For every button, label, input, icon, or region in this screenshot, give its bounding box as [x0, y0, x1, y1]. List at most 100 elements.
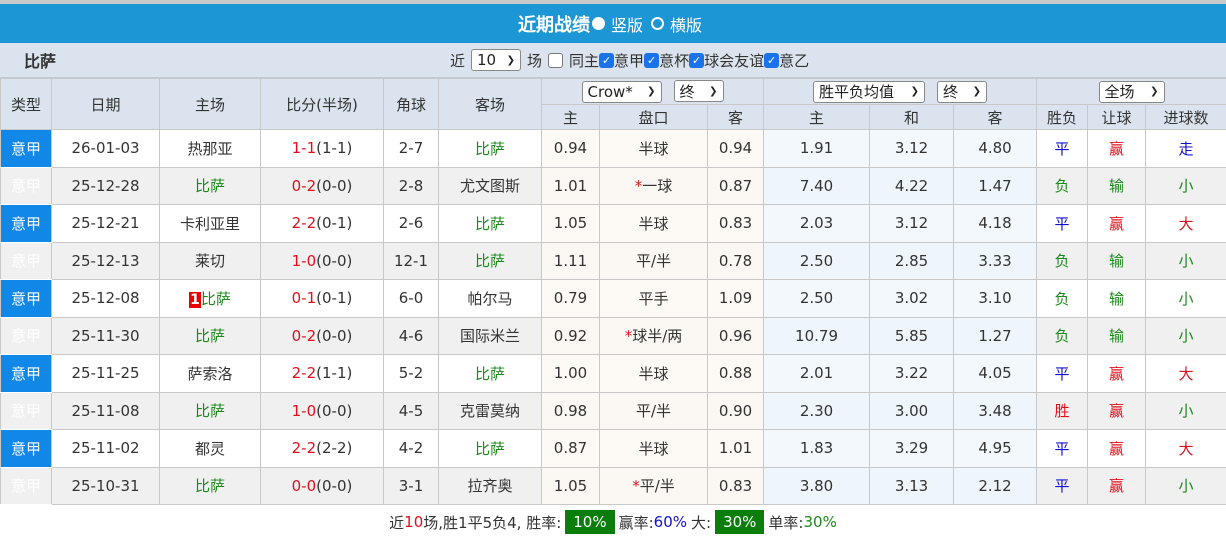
euro-kind-select[interactable]: 胜平负均值❯ [813, 81, 925, 103]
euro-stage-select[interactable]: 终❯ [937, 81, 987, 103]
half-time-score: (0-0) [316, 327, 352, 345]
match-type[interactable]: 意甲 [1, 355, 52, 393]
match-type[interactable]: 意甲 [1, 430, 52, 468]
match-type[interactable]: 意甲 [1, 130, 52, 168]
cell-text: 赢 [1109, 215, 1124, 233]
team-name: 比萨 [24, 48, 56, 72]
full-time-score: 0-2 [292, 177, 317, 195]
asian-away-odds: 0.83 [708, 205, 764, 243]
checkbox-label: 意杯 [659, 50, 689, 71]
asian-away-odds: 0.88 [708, 355, 764, 393]
euro-home-odds: 2.01 [764, 355, 870, 393]
cell-text: 2.03 [800, 214, 833, 232]
cell-text: 半球 [638, 140, 668, 158]
away-team: 国际米兰 [439, 317, 542, 355]
cell-text: 0.83 [719, 214, 752, 232]
cell-text: 1.11 [554, 252, 587, 270]
radio-horizontal[interactable] [651, 17, 664, 30]
half-time-score: (2-2) [316, 439, 352, 457]
checkbox-friendly[interactable]: ✓ [689, 53, 704, 68]
checkbox-coppa[interactable]: ✓ [644, 53, 659, 68]
cell-text: 0.87 [719, 177, 752, 195]
cell-text: 0.98 [554, 402, 587, 420]
asian-home-odds: 1.11 [542, 242, 600, 280]
chevron-down-icon: ❯ [709, 86, 717, 97]
away-team-name: 比萨 [475, 252, 505, 270]
result-header: 全场❯ [1037, 79, 1226, 105]
result-wdl: 负 [1037, 167, 1088, 205]
cell-text: 平 [1055, 440, 1070, 458]
home-team: 比萨 [160, 167, 261, 205]
match-date: 25-11-08 [52, 392, 160, 430]
score: 1-0(0-0) [261, 242, 384, 280]
cell-text: 半球 [638, 365, 668, 383]
score: 2-2(1-1) [261, 355, 384, 393]
summary-text: 场,胜1平5负4, 胜率: [423, 512, 561, 533]
subcol-header: 让球 [1088, 105, 1146, 130]
result-handicap: 输 [1088, 167, 1146, 205]
result-wdl: 负 [1037, 317, 1088, 355]
cell-text: 平 [1055, 140, 1070, 158]
score: 1-0(0-0) [261, 392, 384, 430]
cell-text: 3.12 [895, 139, 928, 157]
cell-text: 3.80 [800, 477, 833, 495]
checkbox-same-home[interactable] [548, 53, 563, 68]
asian-away-odds: 0.87 [708, 167, 764, 205]
cell-text: 0.88 [719, 364, 752, 382]
match-type[interactable]: 意甲 [1, 167, 52, 205]
euro-draw-odds: 3.02 [870, 280, 954, 318]
euro-home-odds: 1.83 [764, 430, 870, 468]
cell-text: 0.94 [719, 139, 752, 157]
match-type[interactable]: 意甲 [1, 467, 52, 505]
match-type[interactable]: 意甲 [1, 205, 52, 243]
match-date: 25-10-31 [52, 467, 160, 505]
asian-company-select[interactable]: Crow*❯ [582, 81, 662, 103]
cell-text: 半球 [638, 215, 668, 233]
checkbox-serie-a[interactable]: ✓ [599, 53, 614, 68]
cell-text: 25-10-31 [71, 477, 139, 495]
summary-text: 单率: [768, 512, 803, 533]
option-vertical-label[interactable]: 竖版 [611, 12, 643, 36]
euro-away-odds: 1.47 [954, 167, 1037, 205]
asian-away-odds: 0.83 [708, 467, 764, 505]
radio-vertical[interactable] [592, 17, 605, 30]
cell-text: 平 [1055, 215, 1070, 233]
match-type[interactable]: 意甲 [1, 317, 52, 355]
title-bar: 近期战绩 竖版 横版 [0, 4, 1226, 43]
away-team: 比萨 [439, 242, 542, 280]
away-team: 克雷莫纳 [439, 392, 542, 430]
full-time-score: 0-1 [292, 289, 317, 307]
euro-odds-header: 胜平负均值❯ 终❯ [764, 79, 1037, 105]
asian-stage-select[interactable]: 终❯ [674, 80, 724, 102]
match-type[interactable]: 意甲 [1, 242, 52, 280]
result-wdl: 平 [1037, 430, 1088, 468]
asian-home-odds: 0.87 [542, 430, 600, 468]
match-type[interactable]: 意甲 [1, 392, 52, 430]
asian-away-odds: 1.01 [708, 430, 764, 468]
match-type[interactable]: 意甲 [1, 280, 52, 318]
home-team: 卡利亚里 [160, 205, 261, 243]
match-count-select[interactable]: 10❯ [471, 49, 521, 71]
half-time-score: (0-0) [316, 252, 352, 270]
corners: 2-6 [384, 205, 439, 243]
period-select[interactable]: 全场❯ [1099, 81, 1165, 103]
cell-text: 0.87 [554, 439, 587, 457]
result-handicap: 赢 [1088, 355, 1146, 393]
result-goals: 大 [1146, 205, 1226, 243]
euro-away-odds: 4.05 [954, 355, 1037, 393]
checkbox-serie-b[interactable]: ✓ [764, 53, 779, 68]
option-horizontal-label[interactable]: 横版 [670, 12, 702, 36]
cell-text: 4-6 [399, 327, 424, 345]
match-date: 25-11-02 [52, 430, 160, 468]
summary-text: 近 [389, 512, 404, 533]
